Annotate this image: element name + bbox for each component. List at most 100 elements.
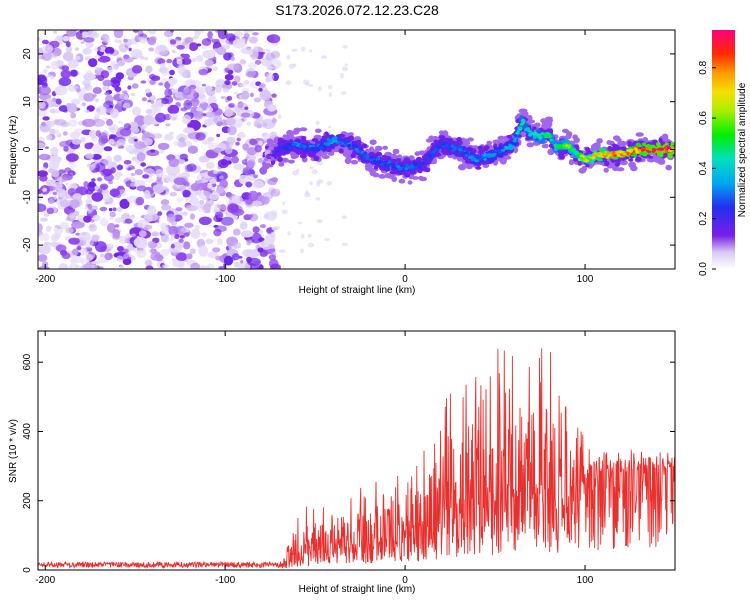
noise-blob — [105, 107, 114, 114]
noise-blob — [155, 169, 164, 178]
noise-blob — [146, 213, 159, 222]
noise-blob — [144, 88, 151, 94]
ridge-cell — [516, 129, 521, 133]
noise-blob — [42, 44, 54, 54]
noise-blob — [88, 43, 94, 47]
noise-blob — [203, 203, 212, 212]
ridge-cell — [664, 149, 668, 154]
noise-blob — [66, 30, 77, 37]
noise-blob — [38, 153, 51, 161]
ridge-cell — [372, 172, 380, 178]
colorbar-tick-label: 0.8 — [698, 60, 709, 74]
noise-blob — [71, 221, 85, 229]
noise-blob — [271, 93, 277, 98]
noise-blob — [201, 45, 208, 50]
ridge-cell — [619, 160, 628, 166]
noise-blob — [143, 114, 154, 126]
noise-blob — [60, 69, 71, 79]
ridge-cell — [537, 135, 543, 140]
noise-blob — [213, 203, 221, 213]
spectrogram-ytick-label: 20 — [22, 48, 33, 60]
ridge-cell — [438, 130, 445, 135]
noise-blob — [298, 221, 303, 225]
ridge-cell — [327, 151, 335, 156]
noise-blob — [114, 217, 124, 223]
noise-blob — [80, 41, 85, 44]
noise-blob — [258, 87, 263, 92]
noise-blob — [85, 198, 93, 205]
noise-blob — [56, 133, 62, 138]
ridge-cell — [486, 140, 493, 145]
ridge-cell — [501, 149, 506, 152]
ridge-cell — [531, 126, 537, 131]
noise-blob — [102, 193, 110, 203]
noise-blob — [87, 203, 93, 210]
noise-blob — [83, 73, 96, 81]
noise-blob — [190, 183, 200, 192]
noise-blob — [160, 226, 170, 235]
noise-blob — [69, 131, 80, 139]
ridge-cell — [467, 137, 474, 142]
ridge-cell — [463, 151, 468, 154]
ridge-cell — [282, 134, 289, 140]
noise-blob — [38, 223, 43, 232]
ridge-cell — [538, 141, 544, 144]
noise-blob — [123, 38, 128, 43]
noise-blob — [67, 84, 79, 92]
noise-blob — [113, 174, 121, 181]
ridge-cell — [540, 132, 545, 136]
noise-blob — [149, 248, 155, 254]
ridge-cell — [391, 166, 397, 169]
noise-blob — [179, 153, 188, 160]
noise-blob — [177, 140, 187, 148]
ridge-cell — [483, 158, 487, 161]
noise-blob — [180, 227, 187, 233]
ridge-cell — [493, 149, 499, 153]
ridge-cell — [484, 147, 489, 152]
noise-blob — [59, 140, 71, 148]
ridge-cell — [286, 132, 294, 140]
ridge-cell — [477, 145, 484, 150]
ridge-cell — [412, 176, 419, 180]
noise-blob — [308, 49, 313, 53]
noise-blob — [231, 155, 240, 164]
noise-blob — [87, 209, 93, 214]
noise-blob — [102, 79, 113, 87]
noise-blob — [145, 265, 154, 269]
noise-blob — [116, 91, 121, 94]
noise-blob — [147, 205, 157, 216]
snr-xtick-label: 100 — [577, 575, 594, 586]
noise-blob — [186, 253, 193, 260]
noise-blob — [51, 52, 58, 58]
noise-blob — [83, 36, 95, 43]
ridge-cell — [603, 167, 609, 173]
ridge-cell — [382, 145, 389, 150]
noise-blob — [223, 52, 232, 61]
noise-blob — [144, 224, 153, 230]
noise-blob — [56, 188, 67, 199]
noise-blob — [134, 138, 138, 142]
noise-blob — [131, 65, 143, 74]
noise-blob — [90, 219, 95, 223]
noise-blob — [109, 60, 120, 70]
noise-blob — [199, 199, 205, 205]
noise-blob — [94, 55, 101, 59]
noise-blob — [152, 184, 165, 194]
ridge-cell — [418, 165, 422, 168]
ridge-cell — [597, 154, 602, 158]
noise-blob — [248, 214, 254, 218]
noise-blob — [42, 116, 50, 121]
noise-blob — [261, 196, 271, 204]
noise-blob — [171, 258, 178, 262]
noise-blob — [182, 241, 191, 250]
noise-blob — [62, 35, 70, 42]
ridge-cell — [366, 164, 373, 169]
ridge-cell — [607, 145, 613, 151]
noise-blob — [44, 146, 49, 149]
noise-blob — [108, 207, 113, 212]
noise-blob — [160, 204, 172, 211]
noise-blob — [265, 52, 276, 61]
ridge-cell — [626, 152, 630, 155]
noise-blob — [213, 170, 219, 175]
ridge-cell — [278, 146, 283, 151]
